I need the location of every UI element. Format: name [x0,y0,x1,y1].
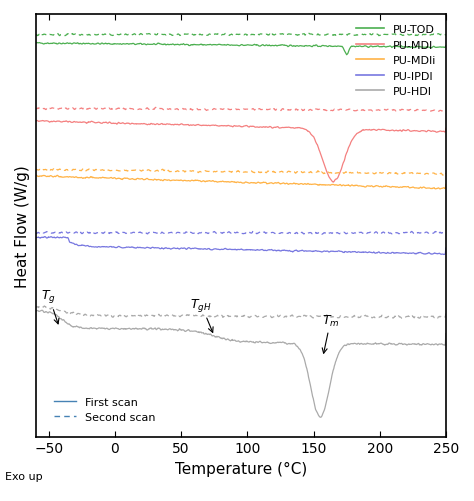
Text: $T_g$: $T_g$ [41,288,59,324]
X-axis label: Temperature (°C): Temperature (°C) [174,461,307,476]
Y-axis label: Heat Flow (W/g): Heat Flow (W/g) [15,164,30,287]
Legend: First scan, Second scan: First scan, Second scan [49,392,160,427]
Text: $T_{gH}$: $T_{gH}$ [190,296,213,333]
Text: Exo up: Exo up [5,471,42,481]
Text: $T_m$: $T_m$ [322,313,339,354]
